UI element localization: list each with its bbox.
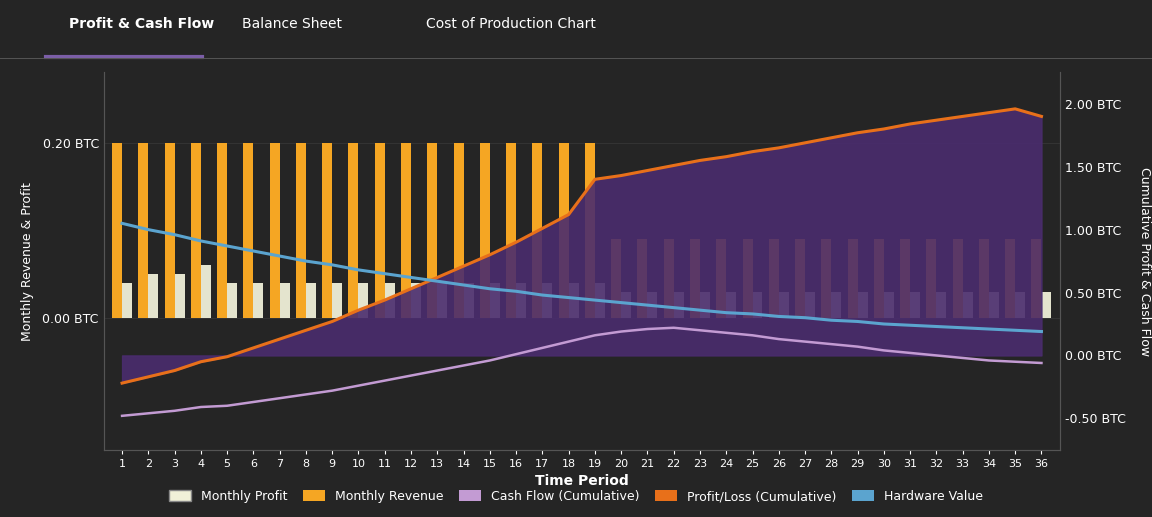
Bar — [191, 143, 200, 318]
Bar — [559, 143, 569, 318]
Bar — [253, 283, 264, 318]
Bar — [1041, 292, 1052, 318]
Bar — [832, 292, 841, 318]
Bar — [874, 239, 884, 318]
Bar — [280, 283, 289, 318]
Bar — [358, 283, 369, 318]
Bar — [690, 239, 700, 318]
Bar — [594, 283, 605, 318]
Bar — [621, 292, 631, 318]
Bar — [200, 265, 211, 318]
Bar — [349, 143, 358, 318]
Bar — [243, 143, 253, 318]
Bar — [138, 143, 149, 318]
Bar — [821, 239, 832, 318]
Bar — [149, 274, 158, 318]
Bar — [937, 292, 946, 318]
Bar — [385, 283, 395, 318]
Bar — [884, 292, 894, 318]
Bar — [516, 283, 526, 318]
Bar — [454, 143, 463, 318]
Bar — [569, 283, 578, 318]
Y-axis label: Cumulative Profit & Cash Flow: Cumulative Profit & Cash Flow — [1137, 166, 1151, 356]
Bar — [674, 292, 683, 318]
Bar — [805, 292, 814, 318]
Bar — [506, 143, 516, 318]
Bar — [463, 283, 473, 318]
Bar — [647, 292, 658, 318]
Legend: Monthly Profit, Monthly Revenue, Cash Flow (Cumulative), Profit/Loss (Cumulative: Monthly Profit, Monthly Revenue, Cash Fl… — [164, 485, 988, 508]
Bar — [848, 239, 857, 318]
Bar — [543, 283, 552, 318]
Bar — [296, 143, 306, 318]
Bar — [306, 283, 316, 318]
Bar — [490, 283, 500, 318]
Bar — [717, 239, 726, 318]
Bar — [953, 239, 963, 318]
Bar — [227, 283, 237, 318]
Bar — [332, 283, 342, 318]
Bar — [979, 239, 988, 318]
Bar — [374, 143, 385, 318]
Bar — [122, 283, 132, 318]
Bar — [175, 274, 184, 318]
Bar — [427, 143, 438, 318]
Text: Profit & Cash Flow: Profit & Cash Flow — [69, 18, 214, 32]
X-axis label: Time Period: Time Period — [535, 475, 629, 489]
Bar — [910, 292, 920, 318]
Bar — [664, 239, 674, 318]
Text: Cost of Production Chart: Cost of Production Chart — [426, 18, 596, 32]
Bar — [411, 283, 420, 318]
Bar — [438, 283, 447, 318]
Bar — [779, 292, 789, 318]
Bar — [1006, 239, 1015, 318]
Bar — [857, 292, 867, 318]
Bar — [768, 239, 779, 318]
Bar — [532, 143, 543, 318]
Bar — [743, 239, 752, 318]
Bar — [988, 292, 999, 318]
Bar — [637, 239, 647, 318]
Bar — [1031, 239, 1041, 318]
Bar — [900, 239, 910, 318]
Bar — [401, 143, 411, 318]
Bar — [963, 292, 972, 318]
Bar — [480, 143, 490, 318]
Text: Balance Sheet: Balance Sheet — [242, 18, 342, 32]
Bar — [165, 143, 175, 318]
Bar — [795, 239, 805, 318]
Bar — [323, 143, 332, 318]
Bar — [700, 292, 710, 318]
Bar — [218, 143, 227, 318]
Y-axis label: Monthly Revenue & Profit: Monthly Revenue & Profit — [21, 181, 35, 341]
Bar — [112, 143, 122, 318]
Bar — [612, 239, 621, 318]
Bar — [726, 292, 736, 318]
Bar — [752, 292, 763, 318]
Bar — [1015, 292, 1025, 318]
Bar — [270, 143, 280, 318]
Bar — [585, 143, 594, 318]
Bar — [926, 239, 937, 318]
